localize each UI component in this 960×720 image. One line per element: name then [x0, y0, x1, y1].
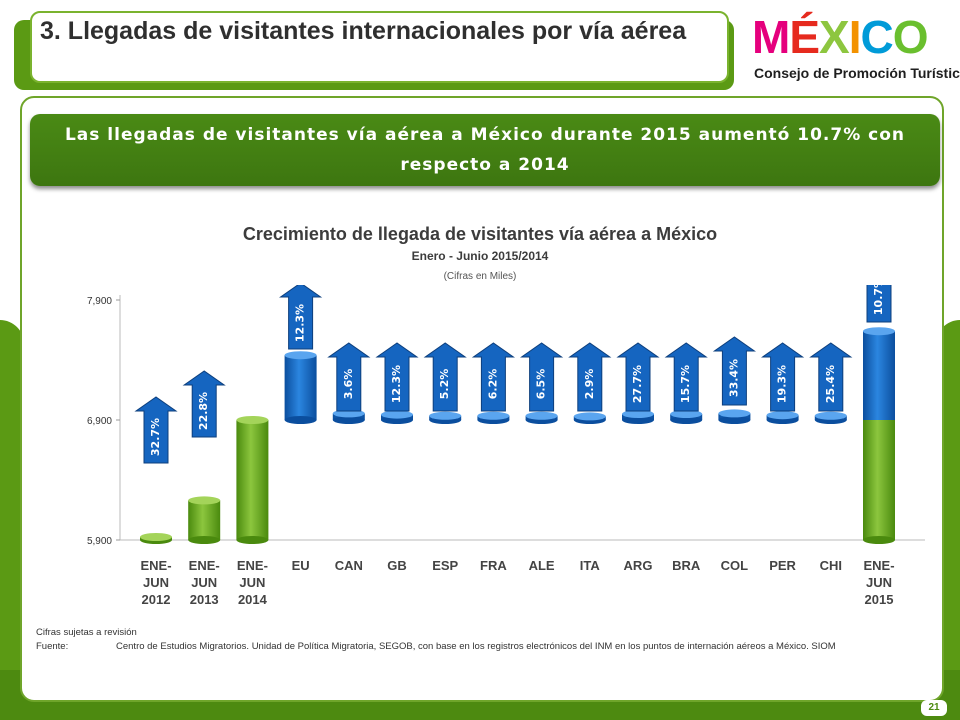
bar-top	[140, 533, 172, 541]
growth-arrow	[375, 342, 419, 412]
category-label: ENE-JUN 2012	[140, 558, 171, 607]
chart-title: Crecimiento de llegada de visitantes vía…	[242, 224, 718, 244]
growth-label: 12.3%	[294, 304, 307, 342]
growth-arrow	[520, 342, 564, 412]
bar-base	[284, 416, 317, 424]
headline-banner: Las llegadas de visitantes vía aérea a M…	[30, 114, 940, 186]
growth-arrow	[809, 342, 853, 412]
bar-top	[477, 411, 510, 420]
bar-base	[622, 416, 654, 424]
bar-top	[718, 409, 751, 418]
growth-arrow	[182, 370, 226, 438]
bar-base	[863, 536, 895, 544]
growth-label: 19.3%	[776, 365, 789, 403]
y-tick-label: 5,900	[87, 536, 112, 547]
bar	[863, 331, 895, 420]
title-box: 3. Llegadas de visitantes internacionale…	[30, 11, 729, 83]
bar	[236, 420, 269, 540]
growth-label: 10.7%	[872, 285, 885, 315]
bar	[188, 500, 221, 540]
page-number: 21	[921, 700, 947, 716]
growth-arrow	[423, 342, 467, 412]
bar-top	[188, 496, 221, 505]
chart-note: (Cifras en Miles)	[443, 271, 517, 282]
growth-label: 5.2%	[438, 369, 451, 400]
bar-top	[573, 412, 606, 421]
bar	[863, 420, 895, 540]
category-label: ENE-JUN 2013	[189, 558, 220, 607]
bar-top	[236, 416, 269, 424]
growth-label: 32.7%	[149, 418, 162, 456]
category-label: GB	[387, 558, 407, 573]
bar-top	[622, 410, 654, 418]
category-label: EU	[292, 558, 310, 573]
banner-text: Las llegadas de visitantes vía aérea a M…	[64, 125, 906, 175]
logo-subtitle: Consejo de Promoción Turística	[754, 65, 960, 81]
growth-arrow	[279, 285, 323, 350]
bar-base	[236, 536, 269, 544]
growth-label: 6.5%	[535, 369, 548, 400]
category-label: CHI	[820, 558, 842, 573]
bar-top	[814, 411, 847, 420]
growth-label: 12.3%	[390, 365, 403, 403]
growth-arrow	[664, 342, 708, 412]
slide-title: 3. Llegadas de visitantes internacionale…	[40, 17, 687, 45]
growth-arrow	[471, 342, 515, 412]
category-label: BRA	[672, 558, 701, 573]
growth-label: 2.9%	[583, 369, 596, 400]
mexico-logo: MÉXICO Consejo de Promoción Turística	[752, 11, 960, 92]
growth-arrow	[568, 342, 612, 412]
bar-top	[429, 411, 462, 420]
logo-wordmark: MÉXICO	[752, 11, 928, 63]
growth-arrow	[712, 336, 756, 406]
source-label: Fuente:	[36, 641, 69, 652]
bar-top	[525, 411, 558, 420]
chart-subtitle: Enero - Junio 2015/2014	[411, 249, 549, 263]
growth-arrow	[327, 342, 371, 412]
growth-label: 22.8%	[197, 392, 210, 430]
category-label: ITA	[580, 558, 601, 573]
category-label: ALE	[529, 558, 555, 573]
category-label: PER	[769, 558, 796, 573]
category-label: ESP	[432, 558, 458, 573]
bar-base	[188, 536, 221, 544]
bar-top	[284, 351, 317, 360]
growth-label: 6.2%	[486, 369, 499, 400]
growth-arrow	[616, 342, 660, 412]
category-label: ENE-JUN 2015	[863, 558, 894, 607]
category-label: COL	[721, 558, 749, 573]
bar-base	[332, 416, 365, 424]
growth-label: 3.6%	[342, 369, 355, 400]
growth-label: 27.7%	[631, 365, 644, 403]
bar-base	[718, 416, 751, 424]
category-label: ARG	[624, 558, 653, 573]
footnote: Cifras sujetas a revisión	[36, 627, 137, 638]
bar	[284, 355, 317, 420]
category-label: ENE-JUN 2014	[237, 558, 268, 607]
bar-top	[670, 410, 703, 418]
growth-label: 15.7%	[679, 365, 692, 403]
growth-arrow	[761, 342, 805, 412]
category-label: CAN	[335, 558, 363, 573]
y-tick-label: 7,900	[87, 296, 112, 307]
y-tick-label: 6,900	[87, 416, 112, 427]
bar-top	[863, 327, 895, 336]
growth-label: 33.4%	[727, 359, 740, 397]
category-label: FRA	[480, 558, 507, 573]
bar-top	[766, 411, 799, 420]
growth-arrow	[134, 396, 178, 464]
bar-chart: 7,900 6,900 5,900 32.7% ENE-JUN 2012 22.8% ENE-…	[87, 285, 925, 607]
growth-arrow	[866, 285, 892, 323]
growth-label: 25.4%	[824, 365, 837, 403]
bar-top	[381, 410, 413, 419]
source-text: Centro de Estudios Migratorios. Unidad d…	[116, 641, 836, 652]
bar-base	[670, 416, 703, 424]
